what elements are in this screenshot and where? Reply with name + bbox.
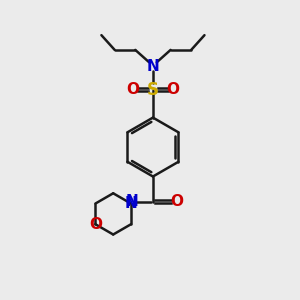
Text: N: N — [125, 196, 137, 211]
Text: O: O — [170, 194, 183, 209]
Text: O: O — [89, 217, 102, 232]
Text: O: O — [126, 82, 140, 97]
Text: S: S — [147, 81, 159, 99]
Text: O: O — [167, 82, 179, 97]
Text: N: N — [147, 58, 159, 74]
Text: N: N — [125, 194, 138, 209]
